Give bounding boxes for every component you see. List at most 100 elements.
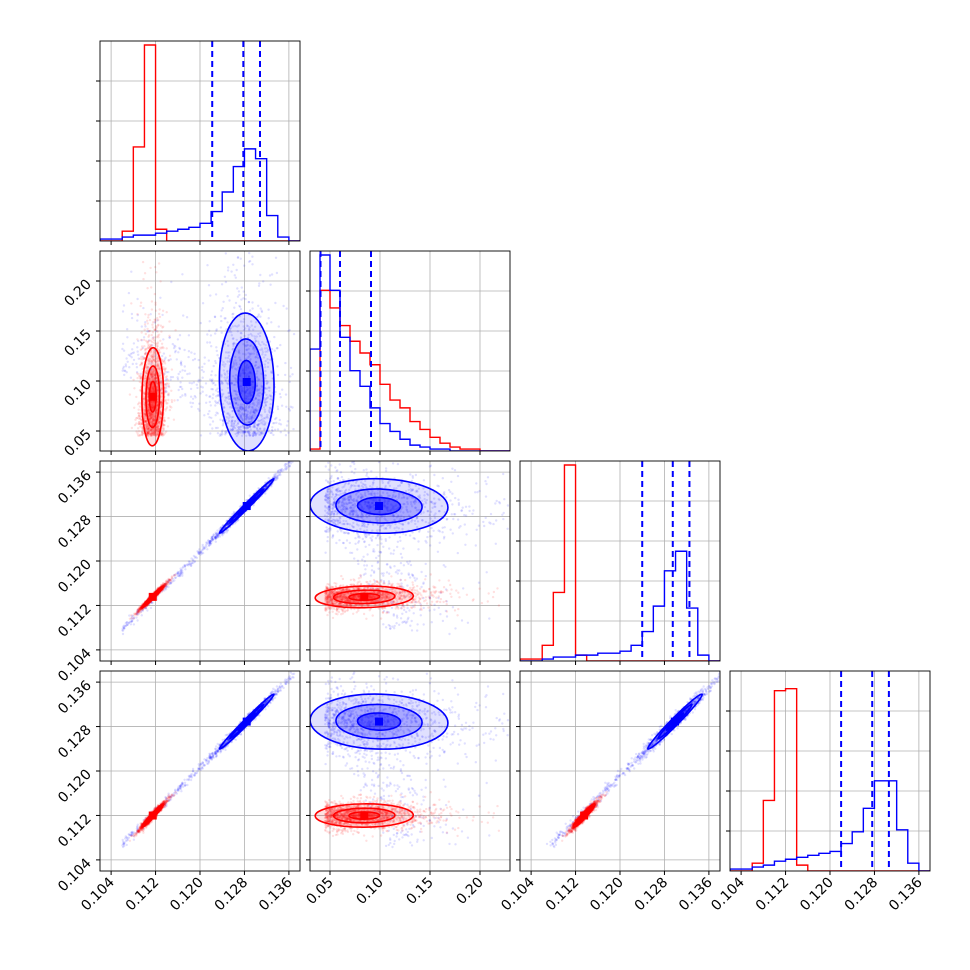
- sample-point: [232, 364, 235, 368]
- sample-point: [167, 585, 170, 589]
- sample-point: [143, 412, 146, 416]
- sample-point: [226, 369, 229, 373]
- sample-point: [145, 419, 148, 423]
- sample-point: [146, 386, 150, 389]
- sample-point: [151, 356, 154, 359]
- sample-point: [258, 427, 262, 430]
- sample-point: [148, 377, 151, 380]
- sample-point: [211, 420, 215, 423]
- sample-point: [153, 428, 156, 431]
- sample-point: [152, 430, 155, 433]
- sample-point: [143, 349, 147, 352]
- sample-point: [157, 333, 161, 336]
- sample-point: [230, 334, 233, 337]
- sample-point: [258, 387, 261, 391]
- sample-point: [270, 321, 273, 324]
- sample-point: [215, 401, 218, 404]
- sample-point: [232, 342, 235, 345]
- sample-point: [180, 571, 183, 574]
- sample-point: [151, 413, 154, 417]
- sample-point: [232, 344, 235, 348]
- sample-point: [239, 404, 242, 407]
- sample-point: [248, 425, 251, 428]
- sample-point: [263, 399, 267, 402]
- sample-point: [239, 414, 242, 417]
- sample-point: [165, 430, 168, 433]
- sample-point: [125, 357, 128, 360]
- sample-point: [150, 400, 153, 403]
- sample-point: [239, 415, 243, 419]
- sample-point: [212, 393, 215, 396]
- sample-point: [221, 432, 224, 436]
- sample-point: [248, 417, 251, 420]
- sample-point: [254, 361, 258, 364]
- sample-point: [143, 415, 146, 418]
- sample-point: [220, 373, 223, 377]
- sample-point: [260, 372, 263, 375]
- sample-point: [252, 411, 256, 414]
- sample-point: [251, 307, 254, 310]
- sample-point: [251, 434, 255, 438]
- sample-point: [241, 412, 244, 415]
- sample-point: [240, 405, 244, 409]
- sample-point: [250, 416, 254, 419]
- sample-point: [177, 372, 180, 376]
- sample-point: [161, 313, 164, 317]
- sample-point: [236, 256, 240, 259]
- sample-point: [209, 432, 212, 435]
- sample-point: [254, 409, 257, 412]
- sample-point: [151, 387, 154, 391]
- sample-point: [147, 409, 150, 412]
- sample-point: [206, 548, 209, 551]
- sample-point: [274, 417, 277, 421]
- sample-point: [145, 423, 148, 426]
- sample-point: [234, 383, 237, 386]
- sample-point: [195, 383, 198, 386]
- sample-point: [169, 375, 173, 379]
- sample-point: [164, 400, 168, 403]
- grid: [100, 41, 300, 241]
- sample-point: [199, 551, 202, 554]
- sample-point: [272, 433, 275, 437]
- sample-point: [190, 382, 194, 385]
- y-tick-label: 0.20: [61, 277, 94, 310]
- sample-point: [151, 361, 154, 365]
- sample-point: [168, 334, 171, 337]
- sample-point: [151, 378, 155, 381]
- sample-point: [151, 403, 154, 406]
- sample-point: [197, 551, 200, 555]
- density-peak: [148, 392, 157, 401]
- sample-point: [244, 365, 248, 368]
- sample-point: [149, 417, 152, 421]
- sample-point: [197, 380, 200, 383]
- sample-point: [150, 375, 153, 378]
- sample-point: [178, 346, 181, 350]
- sample-point: [226, 396, 229, 399]
- sample-point: [256, 353, 259, 356]
- sample-point: [248, 418, 251, 421]
- sample-point: [228, 330, 231, 334]
- sample-point: [246, 430, 250, 433]
- sample-point: [146, 421, 149, 425]
- sample-point: [159, 377, 162, 380]
- sample-point: [143, 398, 146, 401]
- sample-point: [249, 394, 252, 397]
- sample-point: [277, 325, 280, 328]
- sample-point: [161, 354, 164, 358]
- sample-point: [217, 401, 220, 404]
- sample-point: [159, 416, 162, 420]
- sample-point: [157, 336, 160, 339]
- sample-point: [208, 540, 211, 543]
- sample-point: [140, 423, 143, 426]
- sample-point: [256, 423, 259, 426]
- sample-point: [273, 474, 276, 477]
- sample-point: [148, 377, 151, 381]
- sample-point: [231, 409, 235, 413]
- sample-point: [159, 410, 162, 414]
- sample-point: [259, 307, 262, 310]
- sample-point: [255, 335, 258, 338]
- sample-point: [215, 411, 218, 414]
- sample-point: [163, 360, 166, 363]
- sample-point: [230, 270, 233, 273]
- sample-point: [154, 327, 158, 330]
